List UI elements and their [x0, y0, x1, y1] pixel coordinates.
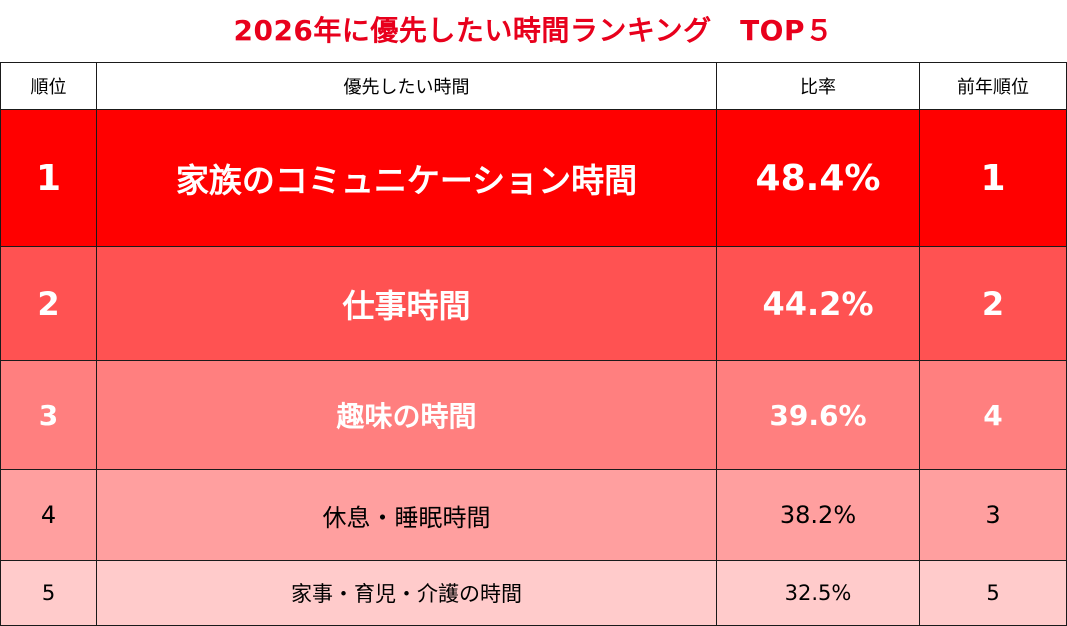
rank-cell: 4 — [0, 469, 97, 561]
header-ratio: 比率 — [716, 62, 920, 110]
rank-cell: 2 — [0, 246, 97, 361]
header-item: 優先したい時間 — [96, 62, 717, 110]
item-cell: 休息・睡眠時間 — [96, 469, 717, 561]
header-prev-rank: 前年順位 — [919, 62, 1067, 110]
table-row: 3 趣味の時間 39.6% 4 — [0, 360, 1067, 470]
ratio-cell: 38.2% — [716, 469, 920, 561]
prev-rank-cell: 5 — [919, 560, 1067, 626]
prev-rank-cell: 2 — [919, 246, 1067, 361]
header-rank: 順位 — [0, 62, 97, 110]
prev-rank-cell: 3 — [919, 469, 1067, 561]
ratio-cell: 32.5% — [716, 560, 920, 626]
item-cell: 家事・育児・介護の時間 — [96, 560, 717, 626]
rank-cell: 3 — [0, 360, 97, 470]
header-row: 順位 優先したい時間 比率 前年順位 — [0, 62, 1067, 110]
prev-rank-cell: 1 — [919, 109, 1067, 247]
chart-title: 2026年に優先したい時間ランキング TOP５ — [233, 14, 834, 47]
item-cell: 趣味の時間 — [96, 360, 717, 470]
table-row: 2 仕事時間 44.2% 2 — [0, 246, 1067, 361]
table-row: 4 休息・睡眠時間 38.2% 3 — [0, 469, 1067, 561]
table-row: 1 家族のコミュニケーション時間 48.4% 1 — [0, 109, 1067, 247]
table-row: 5 家事・育児・介護の時間 32.5% 5 — [0, 560, 1067, 626]
ranking-table: 順位 優先したい時間 比率 前年順位 1 家族のコミュニケーション時間 48.4… — [0, 62, 1067, 626]
item-cell: 仕事時間 — [96, 246, 717, 361]
rank-cell: 1 — [0, 109, 97, 247]
item-cell: 家族のコミュニケーション時間 — [96, 109, 717, 247]
ratio-cell: 48.4% — [716, 109, 920, 247]
ratio-cell: 44.2% — [716, 246, 920, 361]
prev-rank-cell: 4 — [919, 360, 1067, 470]
rank-cell: 5 — [0, 560, 97, 626]
ratio-cell: 39.6% — [716, 360, 920, 470]
